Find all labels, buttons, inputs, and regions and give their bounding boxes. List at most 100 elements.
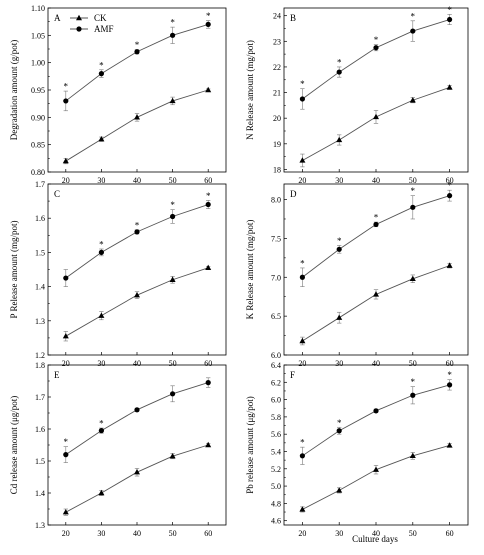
y-tick-label: 6.5 xyxy=(271,312,281,321)
y-tick-label: 0.80 xyxy=(31,168,45,177)
data-point xyxy=(205,380,211,386)
data-point xyxy=(373,221,379,228)
series-line xyxy=(302,265,450,342)
y-tick-label: 5.0 xyxy=(271,482,281,491)
x-axis-label: Culture days xyxy=(352,534,398,544)
legend-label: CK xyxy=(94,13,107,23)
y-tick-label: 1.2 xyxy=(35,351,45,360)
data-point xyxy=(98,489,105,496)
data-point xyxy=(134,114,140,120)
legend-marker xyxy=(76,26,82,32)
y-tick-label: 8.0 xyxy=(271,196,281,205)
data-point xyxy=(299,96,305,102)
data-point xyxy=(410,392,416,398)
x-tick-label: 20 xyxy=(298,529,306,538)
y-tick-label: 22 xyxy=(273,63,281,72)
significance-marker: * xyxy=(170,18,175,28)
x-tick-label: 50 xyxy=(409,529,417,538)
panel-letter: E xyxy=(54,370,60,380)
data-point xyxy=(446,84,453,90)
series-amf: * * * * xyxy=(299,370,452,465)
significance-marker: * xyxy=(411,186,416,196)
plot-frame xyxy=(283,364,469,526)
data-point xyxy=(169,97,176,104)
data-point xyxy=(134,291,140,298)
data-point xyxy=(63,452,69,458)
y-axis-label: Cd release amount (μg/pot) xyxy=(9,396,19,495)
series-line xyxy=(302,87,450,161)
data-point xyxy=(447,193,453,199)
data-point xyxy=(373,408,379,414)
panel-e: 1.3 1.4 1.5 1.6 1.7 1.8 20 30 40 50 60 Cd release a… xyxy=(9,361,227,538)
data-point xyxy=(373,466,379,472)
series-ck xyxy=(62,86,212,165)
data-point xyxy=(62,157,69,164)
y-tick-label: 19 xyxy=(273,140,281,149)
data-point xyxy=(170,32,176,38)
data-point xyxy=(170,391,176,397)
x-tick-label: 60 xyxy=(446,529,454,538)
y-tick-label: 1.5 xyxy=(35,457,45,466)
series-ck xyxy=(62,264,212,342)
x-tick-label: 30 xyxy=(335,176,343,185)
x-tick-label: 20 xyxy=(62,359,70,368)
data-point xyxy=(299,337,306,344)
y-tick-label: 1.00 xyxy=(31,59,45,68)
x-tick-label: 40 xyxy=(133,529,141,538)
panel-b: 18 19 20 21 22 23 24 20 30 40 50 60 N Release amount… xyxy=(245,5,469,185)
series-line xyxy=(65,204,209,279)
y-tick-label: 7.0 xyxy=(271,273,281,282)
data-point xyxy=(169,453,176,459)
x-tick-label: 30 xyxy=(335,359,343,368)
data-point xyxy=(98,136,105,142)
y-tick-label: 7.5 xyxy=(271,234,281,243)
data-point xyxy=(134,229,140,235)
panel-letter: B xyxy=(290,13,296,23)
y-tick-label: 4.6 xyxy=(271,517,281,526)
x-tick-label: 60 xyxy=(446,359,454,368)
plot-frame xyxy=(47,183,227,356)
series-line xyxy=(65,267,209,337)
significance-marker: * xyxy=(411,11,416,21)
series-ck xyxy=(62,441,212,516)
y-axis-label: Pb release amount (μg/pot) xyxy=(245,396,255,494)
y-tick-label: 1.3 xyxy=(35,521,45,530)
data-point xyxy=(170,213,176,220)
data-point xyxy=(205,86,212,93)
data-point xyxy=(134,49,140,55)
data-point xyxy=(205,264,212,270)
x-tick-label: 60 xyxy=(446,176,454,185)
data-point xyxy=(447,16,453,23)
significance-marker: * xyxy=(411,377,416,387)
data-point xyxy=(336,487,343,493)
y-tick-label: 21 xyxy=(273,89,281,98)
x-tick-label: 50 xyxy=(169,359,177,368)
significance-marker: * xyxy=(206,191,211,201)
series-amf: * * * * * xyxy=(299,5,453,110)
y-axis-label: Degradation amount (g/pot) xyxy=(9,40,19,140)
series-line xyxy=(302,19,450,100)
y-tick-label: 1.7 xyxy=(35,180,45,189)
significance-marker: * xyxy=(300,258,305,268)
legend-label: AMF xyxy=(94,24,114,34)
x-tick-label: 20 xyxy=(62,529,70,538)
series-line xyxy=(65,444,209,513)
y-tick-label: 24 xyxy=(273,12,281,21)
data-point xyxy=(373,45,379,51)
y-tick-label: 20 xyxy=(273,114,281,123)
significance-marker: * xyxy=(135,220,140,230)
y-tick-label: 6.4 xyxy=(271,361,281,370)
significance-marker: * xyxy=(447,5,452,15)
y-tick-label: 1.8 xyxy=(35,361,45,370)
significance-marker: * xyxy=(337,236,342,246)
y-tick-label: 1.05 xyxy=(31,31,45,40)
x-tick-label: 30 xyxy=(335,529,343,538)
data-point xyxy=(336,246,342,252)
series-line xyxy=(302,195,450,278)
data-point xyxy=(336,314,343,320)
series-line xyxy=(65,89,209,162)
panel-f: 4.6 4.8 5.0 5.2 5.4 5.6 5.8 6.0 6.2 6.4 20 30 40 50 60… xyxy=(245,361,469,538)
y-tick-label: 0.85 xyxy=(31,141,45,150)
